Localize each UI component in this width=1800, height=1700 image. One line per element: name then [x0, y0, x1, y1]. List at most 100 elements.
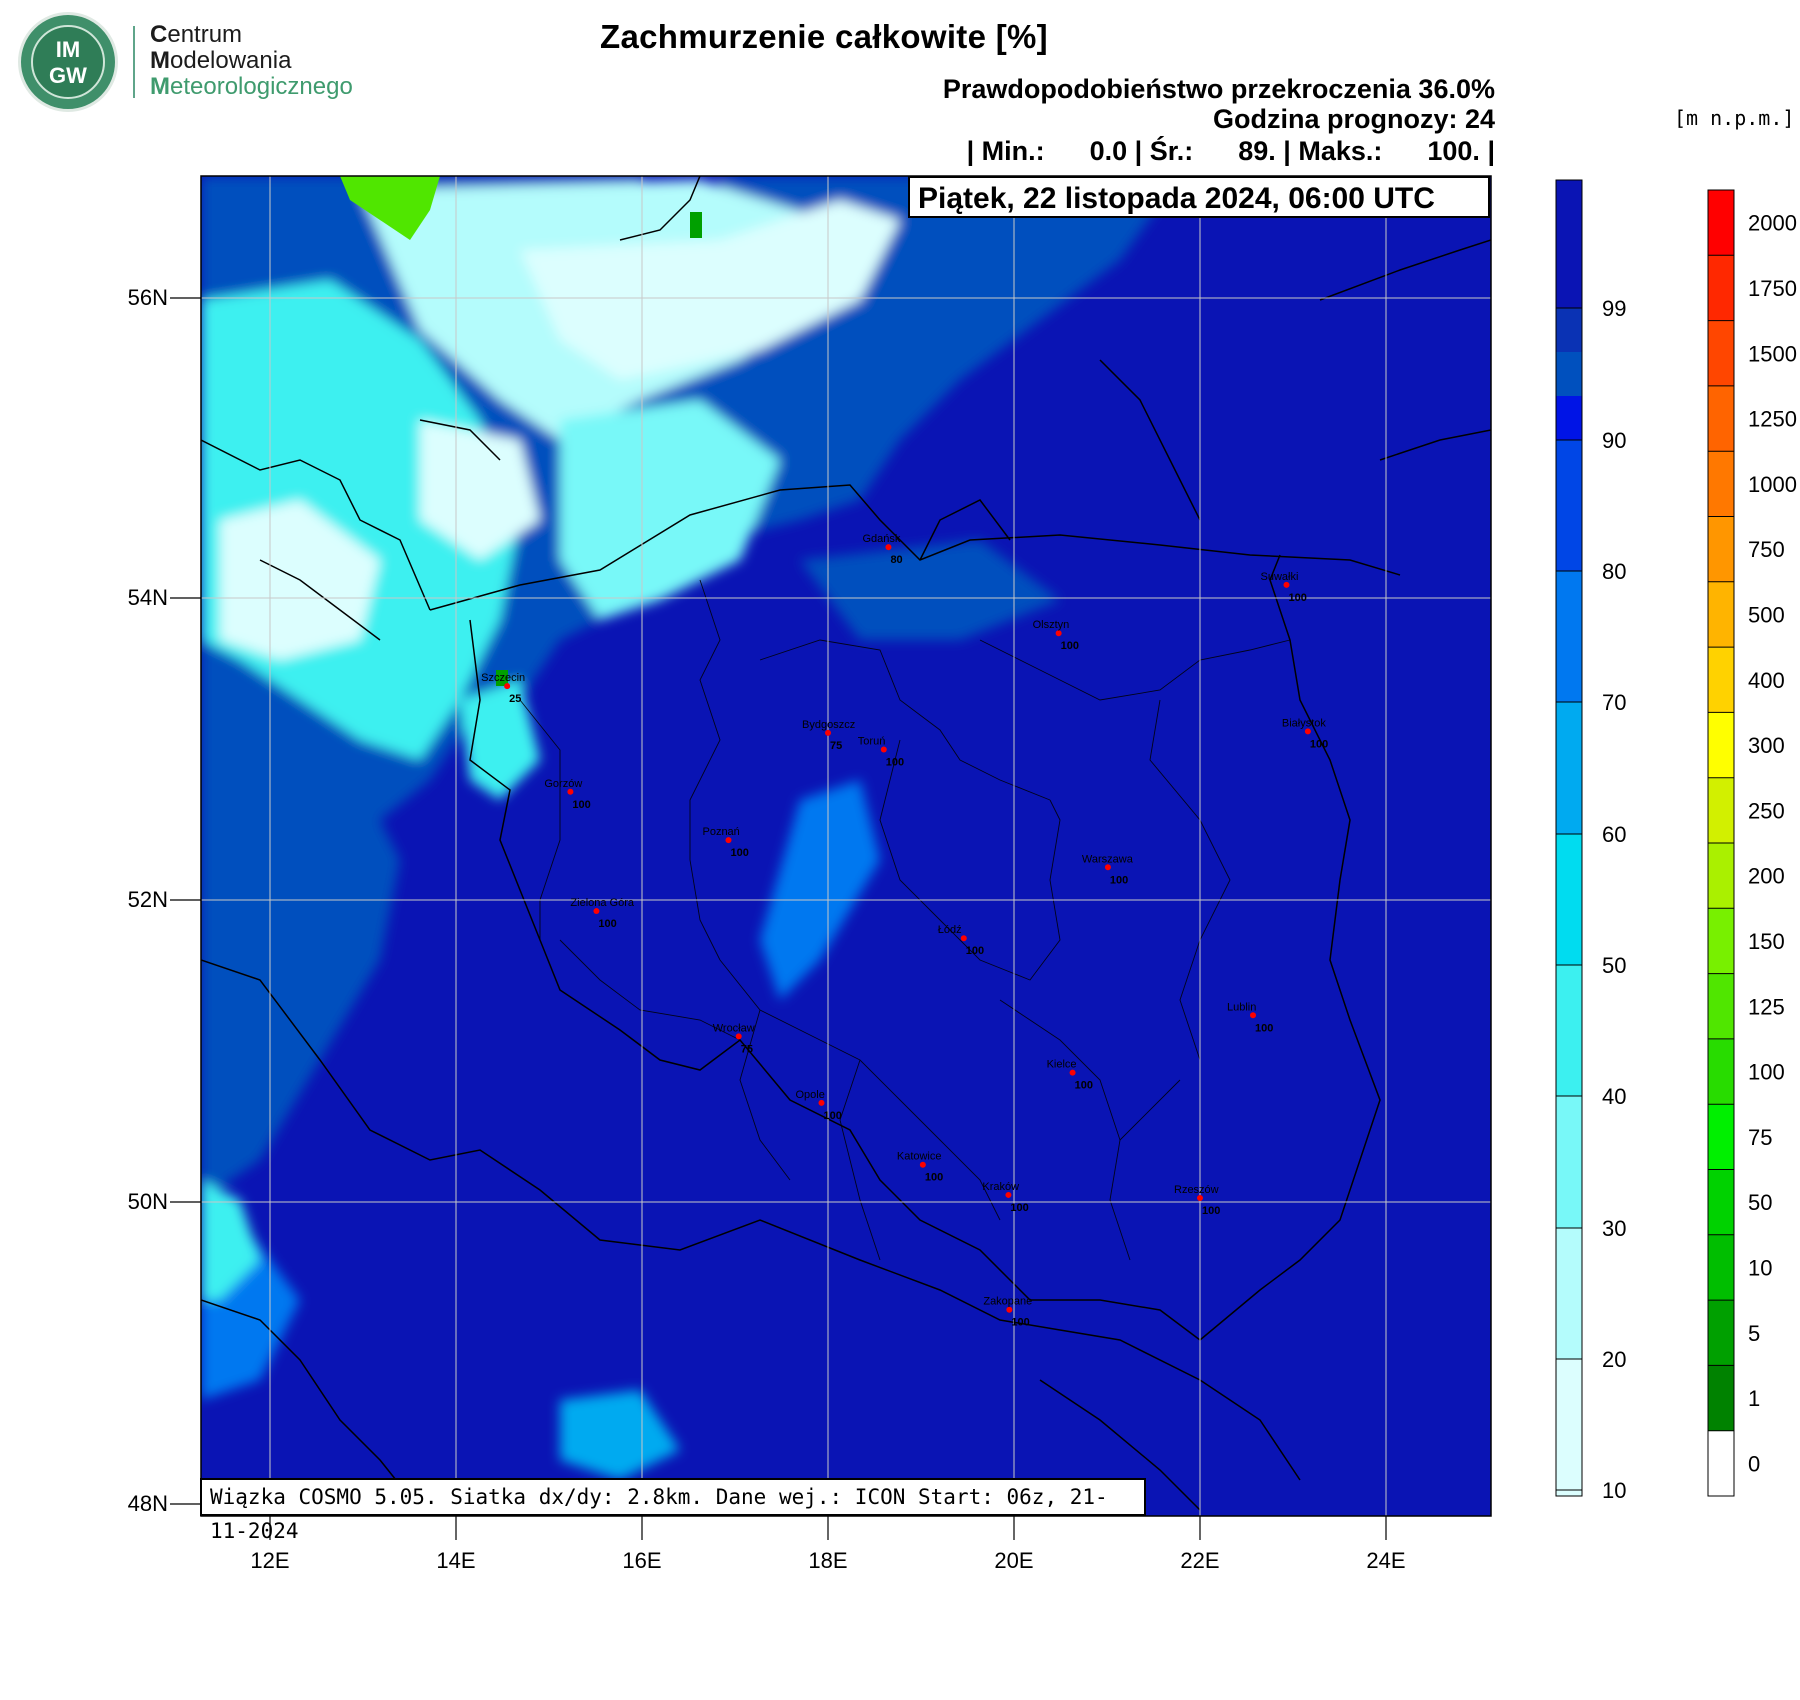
terrain-colorbar-label: 150: [1748, 929, 1785, 954]
city-value: 100: [1075, 1080, 1093, 1092]
city-marker: Łódź 100: [938, 924, 984, 957]
terrain-colorbar-band: [1708, 908, 1734, 974]
org-name-line-1: Centrum: [150, 21, 243, 48]
cloud-colorbar-label: 50: [1602, 953, 1626, 978]
city-marker: Kielce 100: [1047, 1059, 1093, 1092]
cloud-colorbar-label: 80: [1602, 559, 1626, 584]
city-value: 100: [1110, 874, 1128, 886]
lon-label-18e: 18E: [808, 1548, 848, 1573]
city-name: Kraków: [982, 1181, 1019, 1193]
cloud-colorbar-band: [1556, 1228, 1582, 1359]
lat-label-50n: 50N: [127, 1189, 168, 1214]
city-marker: Zakopane 100: [983, 1296, 1032, 1329]
city-value: 100: [1310, 738, 1328, 750]
city-marker: Kraków 100: [982, 1181, 1028, 1214]
cloud-colorbar-label: 90: [1602, 428, 1626, 453]
city-markers: Gdańsk 80 Suwałki 100 Olsztyn 100 Szczecin 25 By…: [481, 533, 1328, 1329]
city-dot: [885, 544, 892, 551]
city-dot: [1250, 1012, 1257, 1019]
lat-lon-grid: [201, 176, 1491, 1516]
cloud-colorbar-band: [1556, 440, 1582, 571]
city-marker: Gdańsk 80: [862, 533, 902, 566]
lon-label-24e: 24E: [1366, 1548, 1406, 1573]
terrain-colorbar-label: 1750: [1748, 276, 1797, 301]
terrain-colorbar-label: 0: [1748, 1451, 1760, 1476]
cloud-colorbar-band: [1556, 1359, 1582, 1496]
city-value: 100: [1061, 640, 1079, 652]
city-marker: Suwałki 100: [1260, 571, 1306, 604]
city-name: Szczecin: [481, 672, 525, 684]
terrain-colorbar-band: [1708, 1300, 1734, 1366]
terrain-unit-label: [m n.p.m.]: [1674, 106, 1795, 130]
terrain-colorbar-band: [1708, 1430, 1734, 1496]
terrain-colorbar-band: [1708, 581, 1734, 648]
city-value: 100: [1255, 1022, 1273, 1034]
city-value: 100: [1202, 1205, 1220, 1217]
city-value: 100: [1288, 592, 1306, 604]
terrain-colorbar-label: 300: [1748, 733, 1785, 758]
city-marker: Gorzów 100: [544, 778, 590, 811]
terrain-colorbar-band: [1708, 843, 1734, 909]
terrain-colorbar-label: 10: [1748, 1255, 1772, 1280]
city-marker: Zielona Góra 100: [570, 897, 634, 930]
map-title: Zachmurzenie całkowite [%]: [600, 18, 1048, 55]
terrain-colorbar-label: 50: [1748, 1190, 1772, 1215]
terrain-colorbar-label: 2000: [1748, 211, 1797, 236]
terrain-colorbar: 2000175015001250100075050040030025020015…: [1707, 189, 1797, 1497]
city-value: 75: [741, 1043, 753, 1055]
city-dot: [919, 1161, 926, 1168]
terrain-colorbar-band: [1708, 190, 1734, 256]
city-value: 100: [598, 918, 616, 930]
cloud-colorbar-band: [1556, 180, 1582, 308]
stats-line: | Min.: 0.0 | Śr.: 89. | Maks.: 100. |: [966, 136, 1495, 166]
cloud-colorbar-frame: [1555, 179, 1583, 1497]
city-marker: Szczecin 25: [481, 672, 525, 705]
city-value: 100: [886, 756, 904, 768]
lat-label-56n: 56N: [127, 285, 168, 310]
city-name: Łódź: [938, 924, 962, 936]
lat-label-52n: 52N: [127, 887, 168, 912]
region-borders: [519, 579, 1291, 1261]
city-name: Olsztyn: [1033, 619, 1070, 631]
terrain-colorbar-band: [1708, 255, 1734, 321]
city-value: 100: [966, 945, 984, 957]
cloud-colorbar-label: 99: [1602, 296, 1626, 321]
city-value: 100: [1010, 1202, 1028, 1214]
terrain-colorbar-band: [1708, 712, 1734, 778]
city-name: Wrocław: [713, 1022, 755, 1034]
city-marker: Lublin 100: [1227, 1001, 1273, 1034]
city-marker: Rzeszów 100: [1174, 1184, 1220, 1217]
terrain-colorbar-band: [1708, 1169, 1734, 1235]
city-dot: [1304, 728, 1311, 735]
terrain-colorbar-label: 125: [1748, 994, 1785, 1019]
terrain-colorbar-label: 1500: [1748, 341, 1797, 366]
city-name: Warszawa: [1082, 853, 1134, 865]
terrain-colorbar-band: [1708, 973, 1734, 1039]
exceedance-probability: Prawdopodobieństwo przekroczenia 36.0%: [942, 74, 1495, 104]
cloud-colorbar-band: [1556, 396, 1582, 440]
lat-label-54n: 54N: [127, 585, 168, 610]
city-dot: [567, 788, 574, 795]
cloud-colorbar-label: 30: [1602, 1216, 1626, 1241]
lon-label-22e: 22E: [1180, 1548, 1220, 1573]
cloud-colorbar-label: 60: [1602, 822, 1626, 847]
city-name: Lublin: [1227, 1001, 1256, 1013]
cloud-field: [201, 176, 1491, 1516]
terrain-colorbar-band: [1708, 647, 1734, 713]
terrain-colorbar-label: 1250: [1748, 407, 1797, 432]
cloud-colorbar-label: 20: [1602, 1347, 1626, 1372]
terrain-colorbar-label: 500: [1748, 602, 1785, 627]
lon-label-12e: 12E: [250, 1548, 290, 1573]
city-value: 100: [823, 1110, 841, 1122]
city-dot: [960, 935, 967, 942]
terrain-colorbar-band: [1708, 1038, 1734, 1105]
logo-divider: [133, 26, 135, 98]
terrain-colorbar-band: [1708, 385, 1734, 452]
logo-text-im: IM: [55, 37, 81, 62]
city-name: Białystok: [1282, 717, 1327, 729]
cloud-colorbar-band: [1556, 571, 1582, 702]
map-frame: [200, 175, 1492, 1517]
lon-label-14e: 14E: [436, 1548, 476, 1573]
city-name: Suwałki: [1260, 571, 1298, 583]
